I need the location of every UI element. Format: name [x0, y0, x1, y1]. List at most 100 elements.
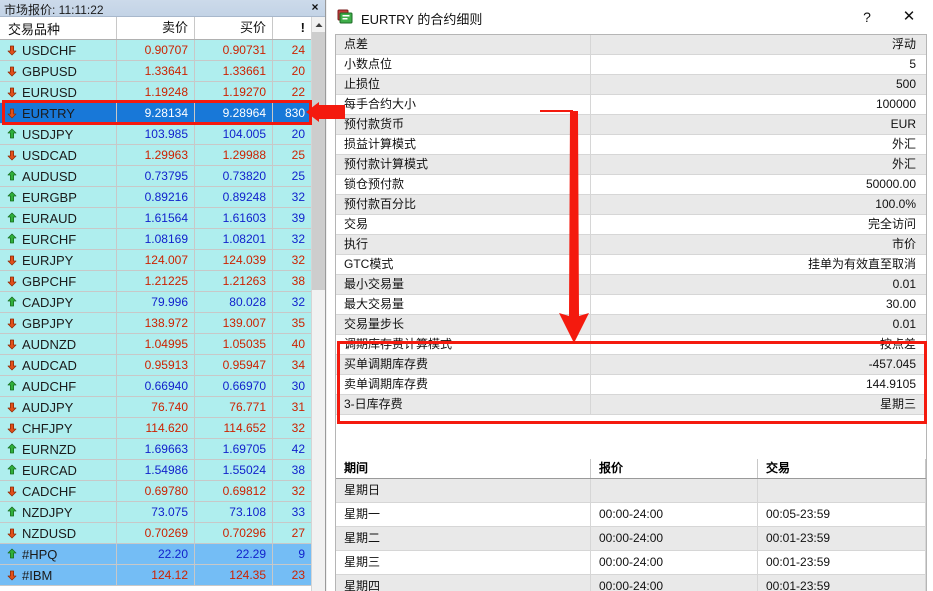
market-watch-row[interactable]: GBPCHF 1.21225 1.21263 38	[0, 271, 311, 292]
market-watch-header-row: 交易品种 卖价 买价!	[0, 17, 311, 40]
market-watch-row[interactable]: #HPQ 22.20 22.29 9	[0, 544, 311, 565]
property-row[interactable]: 最小交易量 0.01	[336, 275, 926, 295]
property-row[interactable]: 最大交易量 30.00	[336, 295, 926, 315]
property-row[interactable]: 交易 完全访问	[336, 215, 926, 235]
bid-cell: 0.69780	[117, 481, 195, 501]
symbol-cell: CHFJPY	[0, 418, 117, 438]
market-watch-row[interactable]: AUDJPY 76.740 76.771 31	[0, 397, 311, 418]
market-watch-row[interactable]: GBPUSD 1.33641 1.33661 20	[0, 61, 311, 82]
bid-cell: 1.08169	[117, 229, 195, 249]
column-header-bid[interactable]: 卖价	[117, 17, 195, 39]
property-row[interactable]: 损益计算模式 外汇	[336, 135, 926, 155]
market-watch-row[interactable]: NZDUSD 0.70269 0.70296 27	[0, 523, 311, 544]
market-watch-row[interactable]: USDCAD 1.29963 1.29988 25	[0, 145, 311, 166]
property-row[interactable]: 卖单调期库存费 144.9105	[336, 375, 926, 395]
column-header-quote[interactable]: 报价	[591, 459, 758, 478]
property-key: 执行	[336, 235, 591, 254]
symbol-cell: AUDCHF	[0, 376, 117, 396]
arrow-down-icon	[6, 422, 18, 434]
market-watch-row[interactable]: NZDJPY 73.075 73.108 33	[0, 502, 311, 523]
property-row[interactable]: 交易量步长 0.01	[336, 315, 926, 335]
property-row[interactable]: GTC模式 挂单为有效直至取消	[336, 255, 926, 275]
symbol-label: EURGBP	[22, 189, 77, 205]
symbol-cell: EURTRY	[0, 103, 117, 123]
column-header-period[interactable]: 期间	[336, 459, 591, 478]
bid-cell: 1.54986	[117, 460, 195, 480]
property-row[interactable]: 执行 市价	[336, 235, 926, 255]
spread-cell: 32	[291, 484, 305, 498]
column-header-spread[interactable]: !	[300, 20, 305, 35]
help-icon[interactable]: ?	[863, 9, 871, 25]
market-watch-row[interactable]: #IBM 124.12 124.35 23	[0, 565, 311, 586]
property-row[interactable]: 买单调期库存费 -457.045	[336, 355, 926, 375]
column-header-trade[interactable]: 交易	[758, 459, 926, 478]
property-row[interactable]: 点差 浮动	[336, 35, 926, 55]
ask-cell: 1.29988	[195, 145, 273, 165]
property-row[interactable]: 止损位 500	[336, 75, 926, 95]
market-watch-row[interactable]: CADJPY 79.996 80.028 32	[0, 292, 311, 313]
scrollbar-thumb[interactable]	[312, 32, 325, 290]
session-row[interactable]: 星期二 00:00-24:00 00:01-23:59	[336, 527, 926, 551]
session-trade-hours: 00:05-23:59	[758, 503, 926, 526]
column-header-ask[interactable]: 买价	[195, 17, 273, 39]
market-watch-row[interactable]: AUDCAD 0.95913 0.95947 34	[0, 355, 311, 376]
property-row[interactable]: 调期库存费计算模式 按点差	[336, 335, 926, 355]
bid-cell: 124.007	[117, 250, 195, 270]
property-row[interactable]: 预付款货币 EUR	[336, 115, 926, 135]
market-watch-row[interactable]: CHFJPY 114.620 114.652 32	[0, 418, 311, 439]
bid-cell: 73.075	[117, 502, 195, 522]
market-watch-row[interactable]: GBPJPY 138.972 139.007 35	[0, 313, 311, 334]
market-watch-row[interactable]: EURTRY 9.28134 9.28964 830	[0, 103, 311, 124]
market-watch-table: 交易品种 卖价 买价! USDCHF 0.90707 0.90731 24 GBPUSD 1.3…	[0, 17, 311, 591]
session-row[interactable]: 星期日	[336, 479, 926, 503]
market-watch-row[interactable]: EURGBP 0.89216 0.89248 32	[0, 187, 311, 208]
market-watch-row[interactable]: EURJPY 124.007 124.039 32	[0, 250, 311, 271]
market-watch-row[interactable]: USDJPY 103.985 104.005 20	[0, 124, 311, 145]
symbol-cell: #HPQ	[0, 544, 117, 564]
market-watch-row[interactable]: EURNZD 1.69663 1.69705 42	[0, 439, 311, 460]
ask-cell: 73.108	[195, 502, 273, 522]
bid-cell: 1.19248	[117, 82, 195, 102]
session-row[interactable]: 星期三 00:00-24:00 00:01-23:59	[336, 551, 926, 575]
market-watch-row[interactable]: EURUSD 1.19248 1.19270 22	[0, 82, 311, 103]
session-period: 星期一	[336, 503, 591, 526]
property-row[interactable]: 每手合约大小 100000	[336, 95, 926, 115]
ask-cell: 0.66970	[195, 376, 273, 396]
symbol-cell: GBPUSD	[0, 61, 117, 81]
market-watch-row[interactable]: AUDCHF 0.66940 0.66970 30	[0, 376, 311, 397]
property-key: 损益计算模式	[336, 135, 591, 154]
market-watch-row[interactable]: EURCHF 1.08169 1.08201 32	[0, 229, 311, 250]
spread-cell: 40	[291, 337, 305, 351]
property-row[interactable]: 小数点位 5	[336, 55, 926, 75]
market-watch-row[interactable]: AUDUSD 0.73795 0.73820 25	[0, 166, 311, 187]
property-value: 144.9105	[865, 377, 916, 391]
market-watch-row[interactable]: USDCHF 0.90707 0.90731 24	[0, 40, 311, 61]
arrow-down-icon	[6, 149, 18, 161]
property-row[interactable]: 锁仓预付款 50000.00	[336, 175, 926, 195]
market-watch-row[interactable]: CADCHF 0.69780 0.69812 32	[0, 481, 311, 502]
market-watch-row[interactable]: EURAUD 1.61564 1.61603 39	[0, 208, 311, 229]
market-watch-row[interactable]: EURCAD 1.54986 1.55024 38	[0, 460, 311, 481]
market-watch-scrollbar[interactable]	[311, 17, 325, 591]
session-row[interactable]: 星期四 00:00-24:00 00:01-23:59	[336, 575, 926, 591]
session-trade-hours: 00:01-23:59	[758, 575, 926, 591]
property-key: 买单调期库存费	[336, 355, 591, 374]
spread-cell: 31	[291, 400, 305, 414]
property-row[interactable]: 预付款计算模式 外汇	[336, 155, 926, 175]
bid-cell: 114.620	[117, 418, 195, 438]
scroll-up-icon[interactable]	[312, 17, 325, 32]
property-row[interactable]: 预付款百分比 100.0%	[336, 195, 926, 215]
session-period: 星期日	[336, 479, 591, 502]
close-icon[interactable]: ×	[311, 0, 319, 14]
market-watch-row[interactable]: AUDNZD 1.04995 1.05035 40	[0, 334, 311, 355]
spread-cell: 22	[291, 85, 305, 99]
symbol-cell: EURJPY	[0, 250, 117, 270]
spread-cell: 32	[291, 295, 305, 309]
arrow-up-icon	[6, 443, 18, 455]
spread-cell: 24	[291, 43, 305, 57]
session-row[interactable]: 星期一 00:00-24:00 00:05-23:59	[336, 503, 926, 527]
column-header-symbol[interactable]: 交易品种	[0, 17, 117, 39]
property-row[interactable]: 3-日库存费 星期三	[336, 395, 926, 415]
arrow-up-icon	[6, 380, 18, 392]
close-icon[interactable]: ✕	[902, 8, 916, 25]
